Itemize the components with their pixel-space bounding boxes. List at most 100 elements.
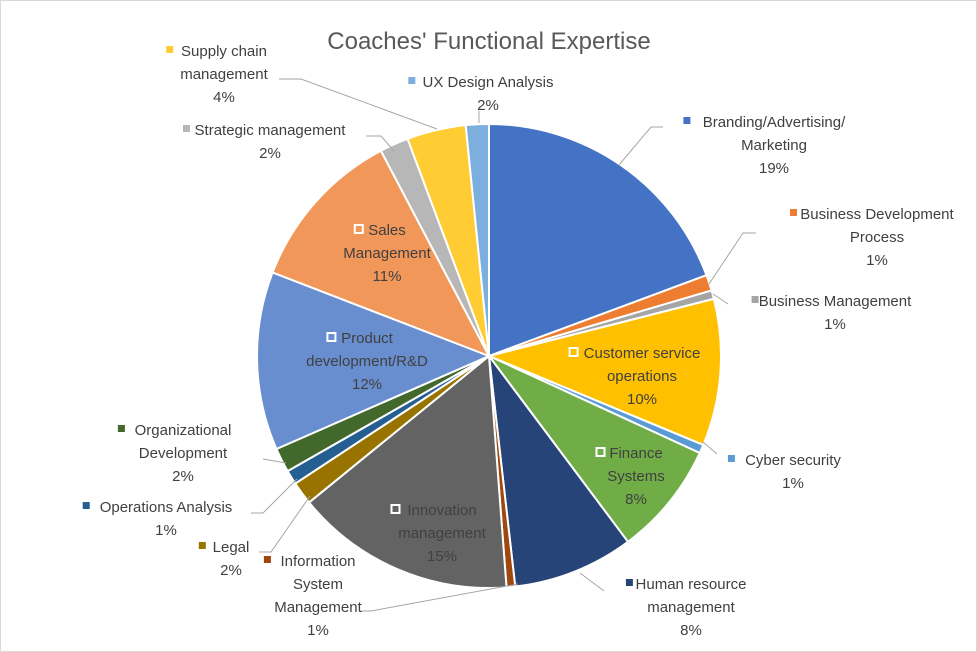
leader-line-business-development-process [708, 232, 756, 285]
data-label-name: Organizational [135, 422, 232, 439]
legend-key-ux-design-analysis [408, 77, 416, 84]
data-label-percent: 8% [680, 622, 702, 639]
legend-key-legal [198, 542, 206, 549]
data-label-name: Legal [213, 539, 250, 556]
data-label-innovation-management: Innovation management 15% [398, 502, 486, 565]
data-label-name: Marketing [741, 137, 807, 154]
data-label-name: Sales [368, 222, 406, 239]
data-label-name: Management [274, 599, 362, 616]
data-label-percent: 1% [782, 475, 804, 492]
data-labels: Branding/Advertising/Marketing 19% Busines… [82, 43, 955, 639]
data-label-branding-advertising-marketing: Branding/Advertising/Marketing 19% [703, 114, 846, 177]
pie-slice-branding-advertising-marketing [488, 122, 708, 358]
data-label-percent: 2% [477, 97, 499, 114]
data-label-name: Cyber security [745, 452, 841, 469]
legend-key-sales-management [353, 224, 364, 234]
data-label-name: Innovation [407, 502, 476, 519]
data-label-name: Product [341, 330, 394, 347]
leader-line-supply-chain-management [279, 78, 438, 130]
data-label-name: Finance [609, 445, 662, 462]
data-label-percent: 1% [866, 252, 888, 269]
leader-line-human-resource-management [579, 572, 605, 592]
data-label-name: System [293, 576, 343, 593]
data-label-percent: 1% [824, 316, 846, 333]
data-label-supply-chain-management: Supply chain management 4% [180, 43, 268, 106]
pie-slice-ux-design-analysis [464, 122, 490, 357]
data-label-name: Development [139, 445, 228, 462]
data-label-name: development/R&D [306, 353, 428, 370]
pie-slices [256, 122, 722, 589]
legend-key-customer-service-operations [568, 347, 579, 357]
leader-line-branding-advertising-marketing [618, 126, 663, 166]
leader-line-business-management [712, 293, 729, 305]
data-label-name: Operations Analysis [100, 499, 233, 516]
data-label-strategic-management: Strategic management 2% [195, 122, 347, 162]
legend-key-product-development-r-d [326, 332, 337, 342]
leader-line-information-system-management [361, 583, 519, 612]
data-label-percent: 1% [155, 522, 177, 539]
data-label-percent: 10% [627, 391, 657, 408]
data-label-percent: 15% [427, 548, 457, 565]
data-label-name: UX Design Analysis [423, 74, 554, 91]
leader-line-organizational-development [262, 458, 287, 464]
data-label-name: management [647, 599, 735, 616]
legend-key-innovation-management [390, 504, 401, 514]
legend-key-business-management [751, 296, 759, 303]
legend-key-business-development-process [790, 209, 797, 216]
data-label-name: Systems [607, 468, 665, 485]
pie-slice-product-development-r-d [256, 271, 492, 451]
data-label-name: Business Management [759, 293, 912, 310]
legend-key-operations-analysis [82, 502, 90, 509]
leader-line-strategic-management [366, 135, 395, 152]
legend-key-branding-advertising-marketing [683, 117, 691, 124]
data-label-percent: 4% [213, 89, 235, 106]
data-label-finance-systems: Finance Systems 8% [607, 445, 665, 508]
data-label-percent: 2% [220, 562, 242, 579]
data-label-name: Supply chain [181, 43, 267, 60]
legend-key-cyber-security [727, 455, 735, 462]
data-label-name: Business Development [800, 206, 954, 223]
data-label-percent: 19% [759, 160, 789, 177]
data-label-name: Process [850, 229, 904, 246]
pie-slice-sales-management [271, 149, 492, 358]
data-label-organizational-development: Organizational Development 2% [135, 422, 232, 485]
data-label-percent: 1% [307, 622, 329, 639]
leader-line-cyber-security [702, 441, 718, 455]
data-label-name: Human resource [636, 576, 747, 593]
data-label-name: Strategic management [195, 122, 347, 139]
legend-key-supply-chain-management [166, 46, 174, 53]
leader-line-legal [259, 495, 311, 553]
data-label-percent: 2% [259, 145, 281, 162]
data-label-name: Branding/Advertising/ [703, 114, 846, 131]
legend-key-strategic-management [183, 125, 190, 132]
data-label-sales-management: Sales Management 11% [343, 222, 431, 285]
data-label-operations-analysis: Operations Analysis 1% [100, 499, 233, 539]
data-label-percent: 12% [352, 376, 382, 393]
data-label-product-development-r-d: Product development/R&D 12% [306, 330, 428, 393]
leader-lines [251, 78, 756, 612]
data-label-ux-design-analysis: UX Design Analysis 2% [423, 74, 554, 114]
data-label-business-development-process: Business Development Process 1% [800, 206, 954, 269]
data-label-percent: 2% [172, 468, 194, 485]
data-label-name: Management [343, 245, 431, 262]
legend-key-human-resource-management [625, 579, 633, 586]
data-label-legal: Legal 2% [213, 539, 250, 579]
data-label-name: Customer service [584, 345, 701, 362]
data-label-name: operations [607, 368, 677, 385]
data-label-name: Information [280, 553, 355, 570]
data-label-business-management: Business Management 1% [759, 293, 912, 333]
data-label-cyber-security: Cyber security 1% [745, 452, 841, 492]
data-label-percent: 11% [373, 268, 402, 285]
legend-key-organizational-development [117, 425, 125, 432]
pie-slice-innovation-management [307, 354, 508, 589]
legend-key-information-system-management [263, 556, 271, 563]
pie-slice-finance-systems [488, 355, 702, 544]
data-label-percent: 8% [625, 491, 647, 508]
data-label-name: management [180, 66, 268, 83]
legend-key-finance-systems [595, 447, 606, 457]
pie-slice-human-resource-management [487, 352, 630, 588]
pie-slice-customer-service-operations [485, 297, 722, 447]
leader-line-operations-analysis [251, 478, 298, 514]
